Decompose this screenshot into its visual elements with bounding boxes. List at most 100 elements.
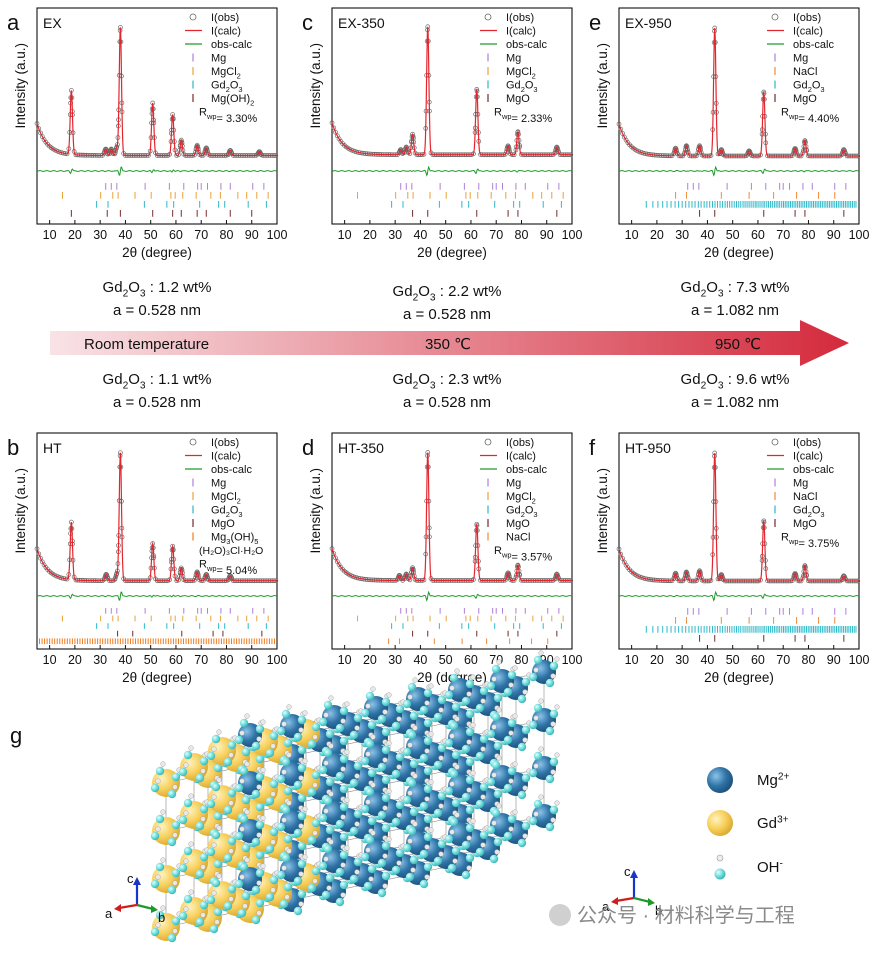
oh-atom — [545, 726, 555, 736]
legend-label: MgCl2 — [211, 491, 241, 505]
legend-label: NaCl — [793, 491, 817, 503]
oh-atom — [279, 899, 289, 909]
oh-atom — [381, 823, 391, 833]
obs-point — [554, 571, 560, 577]
h-atom — [344, 797, 350, 803]
h-atom — [449, 733, 455, 739]
oh-atom — [521, 677, 531, 687]
oh-atom — [283, 738, 293, 748]
oh-atom — [451, 798, 461, 808]
legend-label-part: Gd — [211, 505, 226, 517]
oh-atom — [486, 825, 496, 835]
oh-atom — [367, 816, 377, 826]
plot-frame — [331, 7, 573, 225]
oh-atom — [281, 709, 291, 719]
oh-atom — [276, 726, 286, 736]
obs-point — [792, 570, 798, 576]
oh-atom — [213, 811, 223, 821]
legend-label-part: Mg — [793, 53, 808, 65]
legend-label: MgO — [793, 93, 817, 105]
x-tick-label: 10 — [338, 653, 352, 667]
oh-atom — [297, 859, 307, 869]
legend-label: Gd2O3 — [211, 505, 243, 519]
x-tick-label: 80 — [515, 653, 529, 667]
oh-atom — [409, 855, 419, 865]
lattice-line — [165, 734, 251, 784]
oh-atom — [486, 681, 496, 691]
obs-point — [618, 551, 624, 557]
oh-atom — [155, 814, 165, 824]
oh-atom — [449, 817, 459, 827]
xrd-panel-f: 10 20 30 40 50 60 70 80 90 100 2θ (degree) Intensit… — [589, 432, 869, 685]
legend-label-part: 2 — [808, 510, 812, 519]
x-tick-label: 10 — [625, 228, 639, 242]
oh-atom — [549, 805, 559, 815]
obs-point — [258, 151, 264, 157]
h-atom — [365, 751, 371, 757]
h-atom — [466, 691, 472, 697]
h-atom — [522, 785, 528, 791]
obs-point — [673, 145, 678, 151]
legend-label-part: MgCl — [506, 491, 532, 503]
h-atom — [412, 677, 418, 683]
legend-label-part: Gd — [506, 505, 521, 517]
x-tick-label: 70 — [776, 653, 790, 667]
legend-label: I(obs) — [211, 437, 239, 449]
calc-line — [331, 26, 572, 156]
x-tick-label: 50 — [144, 228, 158, 242]
h-atom — [508, 826, 514, 832]
x-tick-label: 70 — [776, 228, 790, 242]
legend-label: Mg — [506, 53, 521, 65]
axis-label-c: c — [127, 871, 134, 886]
legend-label: MgO — [506, 518, 530, 530]
h-atom — [302, 806, 308, 812]
oh-atom — [365, 835, 375, 845]
legend-label-part: 3 — [533, 510, 537, 519]
annotation-gd-ht-part: : 9.6 wt% — [724, 371, 790, 388]
oh-atom — [251, 915, 261, 925]
annotation-gd-ex-part: O — [128, 279, 140, 296]
h-atom — [424, 700, 430, 706]
legend-label: (H₂O)₃Cl·H₂O — [199, 545, 263, 557]
x-tick-label: 10 — [43, 228, 57, 242]
x-tick-label: 60 — [464, 653, 478, 667]
oh-atom — [293, 780, 303, 790]
annotation-gd-ex-part: 3 — [718, 289, 724, 300]
h-atom — [340, 814, 346, 820]
oh-atom — [367, 864, 377, 874]
oh-atom — [227, 836, 237, 846]
calc-line — [36, 452, 277, 582]
h-atom — [382, 805, 388, 811]
sample-label: HT-950 — [625, 440, 671, 456]
obs-point — [103, 571, 109, 577]
h-atom — [480, 746, 486, 752]
h-atom — [155, 826, 161, 832]
legend-label: obs-calc — [793, 39, 834, 51]
oh-atom — [269, 827, 279, 837]
h-atom — [286, 848, 292, 854]
x-tick-label: 20 — [363, 653, 377, 667]
oh-atom — [486, 729, 496, 739]
h-atom — [370, 782, 376, 788]
watermark: 公众号 · 材料科学与工程 — [549, 904, 795, 927]
h-atom — [312, 830, 318, 836]
sample-label: EX-350 — [338, 15, 385, 31]
h-atom — [512, 665, 518, 671]
legend-label-part: Mg — [506, 478, 521, 490]
legend-label-part: MgO — [793, 518, 817, 530]
oh-atom — [150, 927, 160, 937]
oh-atom — [307, 787, 317, 797]
oh-atom — [239, 862, 249, 872]
h-atom — [424, 796, 430, 802]
oh-atom — [211, 878, 221, 888]
oh-atom — [533, 751, 543, 761]
x-tick-label: 100 — [849, 228, 870, 242]
oh-atom — [213, 859, 223, 869]
h-atom — [172, 832, 178, 838]
x-axis-label: 2θ (degree) — [704, 670, 774, 685]
oh-atom — [318, 765, 328, 775]
sample-label: HT-350 — [338, 440, 384, 456]
legend-label-part: MgO — [506, 518, 530, 530]
oh-atom — [293, 732, 303, 742]
oh-atom — [211, 782, 221, 792]
